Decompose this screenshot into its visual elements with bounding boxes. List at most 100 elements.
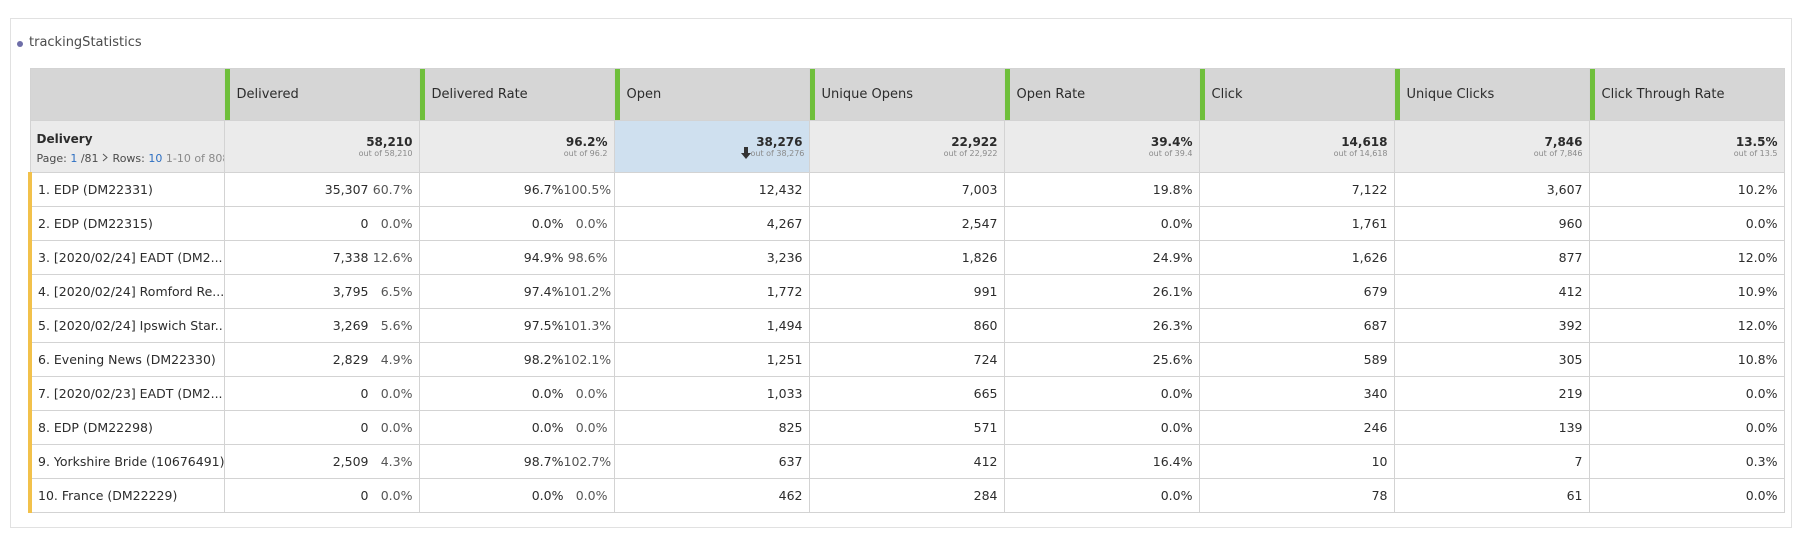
total-out-of: out of 7,846 bbox=[1533, 149, 1583, 158]
cell: 0.0% 0.0% bbox=[418, 410, 615, 445]
cell-value: 305 bbox=[1558, 352, 1583, 367]
cell: 2,509 4.3% bbox=[223, 444, 420, 479]
column-header[interactable]: Delivered Rate bbox=[418, 68, 615, 121]
cell: 24.9% bbox=[1003, 240, 1200, 275]
cell: 16.4% bbox=[1003, 444, 1200, 479]
cell-value: 0 bbox=[360, 420, 369, 435]
cell: 1,626 bbox=[1198, 240, 1395, 275]
cell-value: 340 bbox=[1363, 386, 1388, 401]
column-header[interactable]: Unique Opens bbox=[808, 68, 1005, 121]
cell: 12,432 bbox=[613, 172, 810, 207]
cell-value: 0.0% bbox=[1160, 386, 1193, 401]
row-label[interactable]: 5. [2020/02/24] Ipswich Star... bbox=[28, 308, 225, 343]
cell-percent: 100.5% bbox=[563, 182, 612, 197]
total-cell: 38,276 out of 38,276 bbox=[613, 120, 810, 173]
row-label[interactable]: 10. France (DM22229) bbox=[28, 478, 225, 513]
column-header[interactable]: Click Through Rate bbox=[1588, 68, 1785, 121]
row-label[interactable]: 3. [2020/02/24] EADT (DM2... bbox=[28, 240, 225, 275]
cell-value: 98.2% bbox=[523, 352, 564, 367]
cell-value: 97.5% bbox=[523, 318, 564, 333]
column-header[interactable]: Delivered bbox=[223, 68, 420, 121]
cell-value: 1,251 bbox=[766, 352, 803, 367]
row-label[interactable]: 1. EDP (DM22331) bbox=[28, 172, 225, 207]
cell-percent: 0.0% bbox=[575, 420, 608, 435]
column-header[interactable]: Unique Clicks bbox=[1393, 68, 1590, 121]
data-row: 8. EDP (DM22298) 0 0.0% 0.0% 0.0% 825 571 0.0% 2… bbox=[28, 410, 1785, 445]
cell-percent: 0.0% bbox=[380, 216, 413, 231]
data-row: 4. [2020/02/24] Romford Re... 3,795 6.5% 97… bbox=[28, 274, 1785, 309]
cell: 0.0% bbox=[1003, 478, 1200, 513]
row-label[interactable]: 9. Yorkshire Bride (10676491) bbox=[28, 444, 225, 479]
cell-value: 96.7% bbox=[523, 182, 564, 197]
cell-percent: 98.6% bbox=[567, 250, 608, 265]
data-row: 3. [2020/02/24] EADT (DM2... 7,338 12.6% 94… bbox=[28, 240, 1785, 275]
cell-value: 2,547 bbox=[961, 216, 998, 231]
column-title: Unique Opens bbox=[821, 87, 913, 102]
cell: 96.7%100.5% bbox=[418, 172, 615, 207]
pagination: Page: 1 /81 Rows: 10 1-10 of 808 bbox=[37, 151, 224, 165]
cell-value: 139 bbox=[1558, 420, 1583, 435]
total-value: 22,922 bbox=[951, 135, 998, 149]
cell-value: 3,236 bbox=[766, 250, 803, 265]
cell-value: 0.0% bbox=[1745, 420, 1778, 435]
cell: 412 bbox=[808, 444, 1005, 479]
cell: 2,829 4.9% bbox=[223, 342, 420, 377]
total-out-of: out of 38,276 bbox=[750, 148, 805, 158]
bullet bbox=[17, 41, 23, 47]
cell: 284 bbox=[808, 478, 1005, 513]
rows[interactable]: 10 bbox=[148, 151, 163, 165]
corner bbox=[29, 68, 225, 121]
cell-value: 0.0% bbox=[531, 488, 564, 503]
column-header[interactable]: Open bbox=[613, 68, 810, 121]
column-header[interactable]: Open Rate bbox=[1003, 68, 1200, 121]
total-out-of: out of 39.4 bbox=[1148, 149, 1193, 158]
row-label[interactable]: 4. [2020/02/24] Romford Re... bbox=[28, 274, 225, 309]
total-cell: 22,922 out of 22,922 bbox=[808, 120, 1005, 173]
cell-value: 12.0% bbox=[1737, 318, 1778, 333]
cell: 0.0% bbox=[1003, 410, 1200, 445]
cell: 10.2% bbox=[1588, 172, 1785, 207]
cell-value: 19.8% bbox=[1152, 182, 1193, 197]
cell: 960 bbox=[1393, 206, 1590, 241]
page[interactable]: 1 bbox=[70, 151, 78, 165]
cell-value: 3,269 bbox=[332, 318, 369, 333]
cell: 3,607 bbox=[1393, 172, 1590, 207]
next-page[interactable] bbox=[102, 153, 109, 162]
cell: 0 0.0% bbox=[223, 410, 420, 445]
cell-percent: 102.1% bbox=[563, 352, 612, 367]
cell-value: 219 bbox=[1558, 386, 1583, 401]
cell-value: 462 bbox=[778, 488, 803, 503]
row-label[interactable]: 8. EDP (DM22298) bbox=[28, 410, 225, 445]
cell: 340 bbox=[1198, 376, 1395, 411]
totals-row: Delivery Page: 1 /81 Rows: 10 1-10 of 80… bbox=[29, 120, 1785, 173]
cell-value: 392 bbox=[1558, 318, 1583, 333]
cell-value: 412 bbox=[973, 454, 998, 469]
header-row: Delivered Delivered Rate Open Unique Opens O… bbox=[29, 68, 1785, 121]
cell-value: 665 bbox=[973, 386, 998, 401]
row-label[interactable]: 2. EDP (DM22315) bbox=[28, 206, 225, 241]
cell: 12.0% bbox=[1588, 308, 1785, 343]
cell-value: 97.4% bbox=[523, 284, 564, 299]
sort-icon[interactable] bbox=[740, 146, 751, 159]
cell-value: 7 bbox=[1574, 454, 1583, 469]
cell: 7,338 12.6% bbox=[223, 240, 420, 275]
cell-percent: 102.7% bbox=[563, 454, 612, 469]
total-out-of: out of 13.5 bbox=[1733, 149, 1778, 158]
cell-value: 26.1% bbox=[1152, 284, 1193, 299]
total-value: 7,846 bbox=[1544, 135, 1583, 149]
cell-value: 25.6% bbox=[1152, 352, 1193, 367]
column-title: Unique Clicks bbox=[1406, 87, 1495, 102]
cell: 0 0.0% bbox=[223, 376, 420, 411]
cell: 462 bbox=[613, 478, 810, 513]
row-label[interactable]: 7. [2020/02/23] EADT (DM2... bbox=[28, 376, 225, 411]
column-header[interactable]: Click bbox=[1198, 68, 1395, 121]
cell: 1,761 bbox=[1198, 206, 1395, 241]
cell-value: 637 bbox=[778, 454, 803, 469]
cell-value: 10.9% bbox=[1737, 284, 1778, 299]
total-value: 14,618 bbox=[1341, 135, 1388, 149]
cell-value: 94.9% bbox=[523, 250, 564, 265]
cell-value: 246 bbox=[1363, 420, 1388, 435]
column-title: Open bbox=[626, 87, 662, 102]
row-label[interactable]: 6. Evening News (DM22330) bbox=[28, 342, 225, 377]
column-grip bbox=[225, 69, 230, 120]
